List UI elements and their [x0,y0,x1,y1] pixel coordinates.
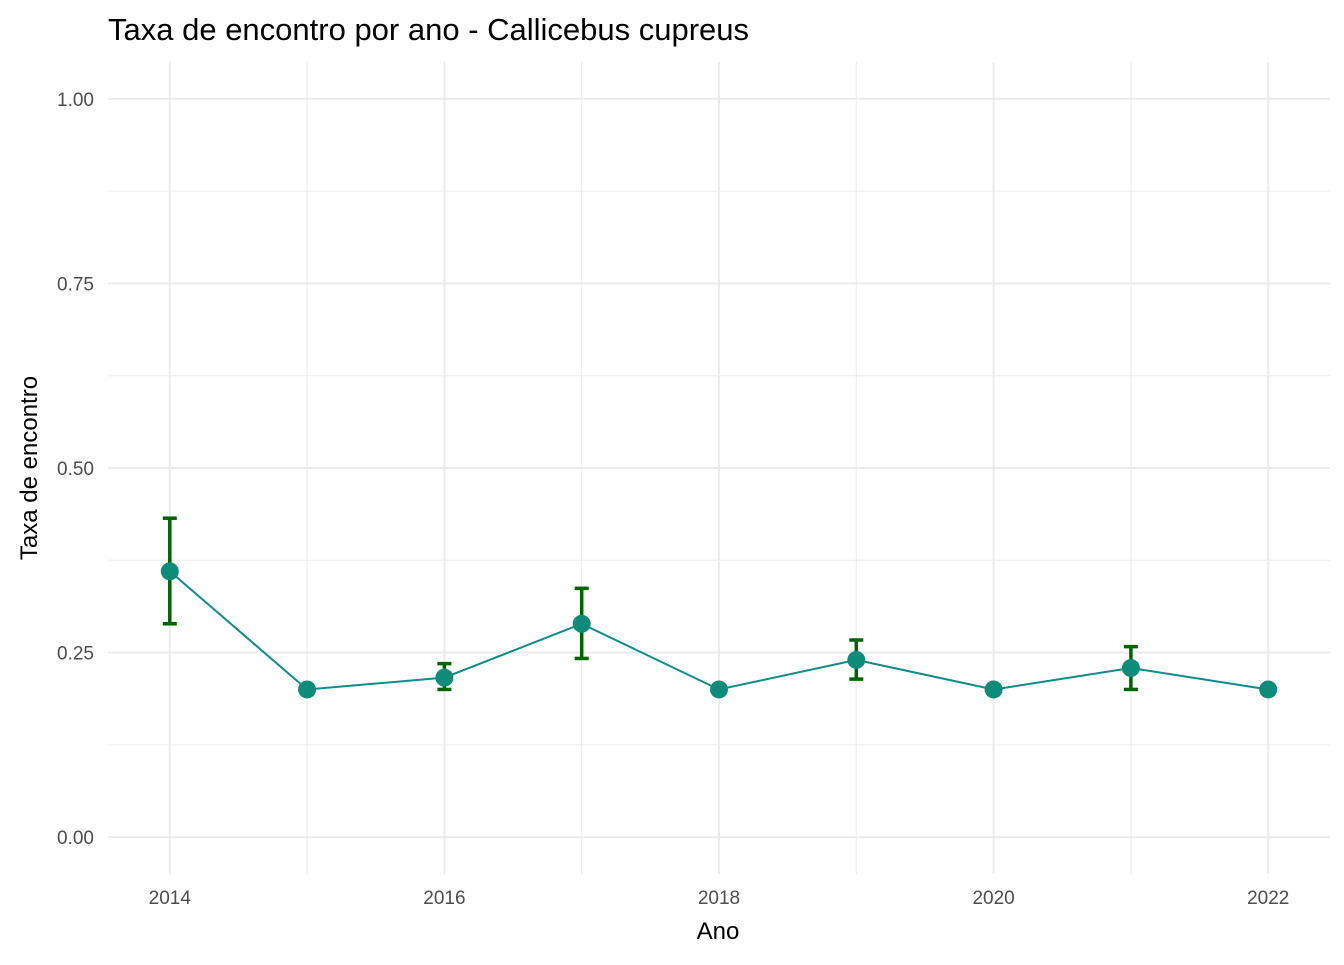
x-tick-label: 2018 [698,888,740,909]
data-point [847,650,866,669]
data-point [298,680,317,699]
x-tick-labels: 2014 2016 2018 2020 2022 [149,888,1290,909]
data-points [160,562,1278,699]
chart-title: Taxa de encontro por ano - Callicebus cu… [108,12,749,47]
x-tick-label: 2022 [1247,888,1289,909]
x-tick-label: 2014 [149,888,192,909]
y-axis-title: Taxa de encontro [16,376,43,560]
y-tick-label: 0.25 [57,644,94,665]
data-point [984,680,1003,699]
error-bars [162,516,1138,692]
y-tick-labels: 0.00 0.25 0.50 0.75 1.00 [57,90,94,849]
grid-lines [108,62,1330,874]
data-point [1259,680,1278,699]
x-axis-title: Ano [697,918,740,945]
y-tick-label: 0.75 [57,274,94,295]
data-point [1121,659,1140,678]
x-tick-label: 2016 [423,888,465,909]
x-tick-label: 2020 [972,888,1014,909]
y-tick-label: 0.50 [57,459,94,480]
data-point [435,668,454,687]
data-point [710,680,728,699]
data-point [160,562,179,581]
y-tick-label: 0.00 [57,828,94,849]
y-tick-label: 1.00 [57,90,94,111]
data-point [572,614,591,633]
